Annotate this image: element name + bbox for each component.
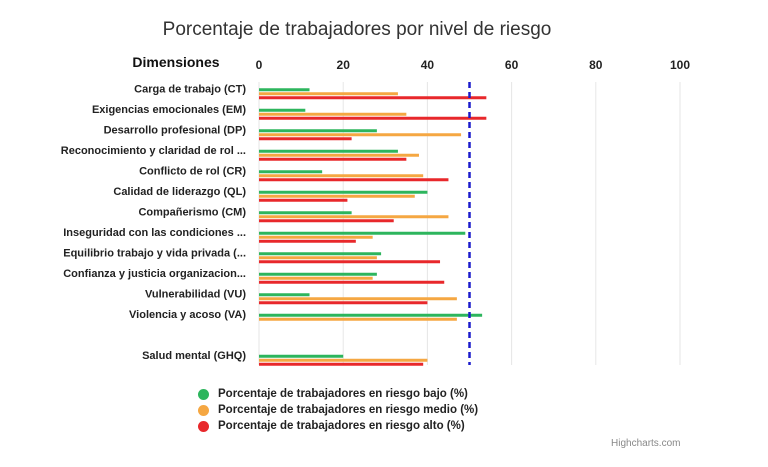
bar[interactable] — [259, 313, 483, 317]
tick-label: 20 — [337, 58, 351, 72]
bar[interactable] — [259, 194, 415, 198]
category-label: Equilibrio trabajo y vida privada (... — [63, 247, 246, 259]
legend-item-high[interactable]: Porcentaje de trabajadores en riesgo alt… — [198, 418, 478, 434]
bar[interactable] — [259, 198, 348, 202]
bar[interactable] — [259, 354, 344, 358]
bar[interactable] — [259, 317, 457, 321]
category-label: Desarrollo profesional (DP) — [104, 124, 247, 136]
bar[interactable] — [259, 297, 457, 301]
bar[interactable] — [259, 133, 462, 137]
category-label: Confianza y justicia organizacion... — [63, 268, 246, 280]
bar[interactable] — [259, 252, 382, 256]
category-label: Reconocimiento y claridad de rol ... — [61, 145, 246, 157]
tick-label: 100 — [670, 58, 690, 72]
bar[interactable] — [259, 362, 424, 366]
category-label: Salud mental (GHQ) — [142, 350, 246, 362]
legend-dot-icon — [198, 420, 209, 432]
bar[interactable] — [259, 358, 428, 362]
category-labels: Carga de trabajo (CT) Exigencias emociona… — [61, 83, 247, 362]
bar[interactable] — [259, 219, 394, 223]
category-label: Carga de trabajo (CT) — [134, 83, 246, 95]
bar[interactable] — [259, 256, 377, 260]
chart-title: Porcentaje de trabajadores por nivel de … — [163, 19, 552, 40]
bar[interactable] — [259, 108, 306, 112]
category-label: Violencia y acoso (VA) — [129, 309, 246, 321]
bar[interactable] — [259, 272, 377, 276]
legend-item-low[interactable]: Porcentaje de trabajadores en riesgo baj… — [198, 386, 478, 402]
bar[interactable] — [259, 190, 428, 194]
legend-item-medium[interactable]: Porcentaje de trabajadores en riesgo med… — [198, 402, 478, 418]
category-label: Conflicto de rol (CR) — [139, 165, 246, 177]
category-axis-title: Dimensiones — [132, 54, 219, 70]
category-label: Inseguridad con las condiciones ... — [63, 227, 246, 239]
bar[interactable] — [259, 260, 441, 264]
tick-label: 80 — [589, 58, 603, 72]
legend-dot-icon — [198, 404, 209, 416]
bar[interactable] — [259, 276, 373, 280]
category-label: Compañerismo (CM) — [138, 206, 246, 218]
bar[interactable] — [259, 280, 445, 284]
bar[interactable] — [259, 153, 419, 157]
value-axis-ticks: 0 20 40 60 80 100 — [256, 58, 691, 72]
bar[interactable] — [259, 235, 373, 239]
bar[interactable] — [259, 231, 466, 235]
bars — [259, 88, 487, 366]
tick-label: 0 — [256, 58, 263, 72]
bar[interactable] — [259, 157, 407, 161]
bar[interactable] — [259, 112, 407, 116]
bar[interactable] — [259, 116, 487, 120]
bar[interactable] — [259, 129, 377, 133]
bar[interactable] — [259, 149, 398, 153]
bar[interactable] — [259, 92, 398, 96]
credits-link[interactable]: Highcharts.com — [611, 438, 681, 449]
bar[interactable] — [259, 239, 356, 243]
bar[interactable] — [259, 137, 352, 141]
bar[interactable] — [259, 301, 428, 305]
bar[interactable] — [259, 211, 352, 215]
legend: Porcentaje de trabajadores en riesgo baj… — [198, 386, 478, 434]
bar[interactable] — [259, 293, 310, 297]
category-label: Exigencias emocionales (EM) — [92, 104, 246, 116]
bar[interactable] — [259, 178, 449, 182]
bar[interactable] — [259, 170, 323, 174]
legend-label: Porcentaje de trabajadores en riesgo alt… — [218, 420, 465, 432]
bar[interactable] — [259, 215, 449, 219]
tick-label: 40 — [421, 58, 435, 72]
bar[interactable] — [259, 88, 310, 92]
category-label: Vulnerabilidad (VU) — [145, 288, 246, 300]
bar[interactable] — [259, 96, 487, 100]
legend-label: Porcentaje de trabajadores en riesgo med… — [218, 404, 479, 416]
tick-label: 60 — [505, 58, 519, 72]
legend-label: Porcentaje de trabajadores en riesgo baj… — [218, 388, 468, 400]
category-label: Calidad de liderazgo (QL) — [113, 186, 246, 198]
bar[interactable] — [259, 174, 424, 178]
legend-dot-icon — [198, 388, 209, 400]
